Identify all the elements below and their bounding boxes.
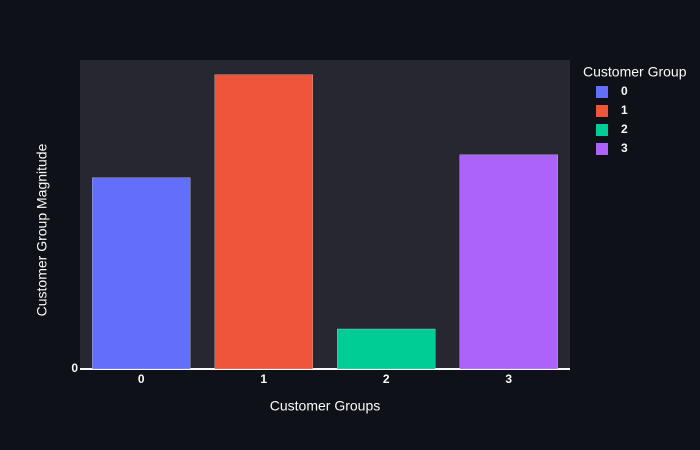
y-tick-label: 0 [71, 361, 78, 375]
x-tick-label: 2 [383, 372, 390, 386]
bar [337, 328, 436, 370]
y-axis-title: Customer Group Magnitude [34, 143, 50, 316]
legend-label: 1 [621, 103, 628, 117]
x-tick-label: 1 [260, 372, 267, 386]
bar [459, 154, 558, 370]
legend-swatch [596, 143, 608, 155]
legend-swatch [596, 105, 608, 117]
legend-swatch [596, 124, 608, 136]
legend-label: 2 [621, 122, 628, 136]
bar [92, 177, 191, 370]
legend-label: 0 [621, 84, 628, 98]
legend-label: 3 [621, 141, 628, 155]
legend-swatch [596, 86, 608, 98]
bar [214, 74, 313, 370]
x-tick-label: 0 [138, 372, 145, 386]
x-tick-label: 3 [505, 372, 512, 386]
x-axis-title: Customer Groups [270, 398, 380, 414]
legend-title: Customer Group [583, 64, 687, 80]
